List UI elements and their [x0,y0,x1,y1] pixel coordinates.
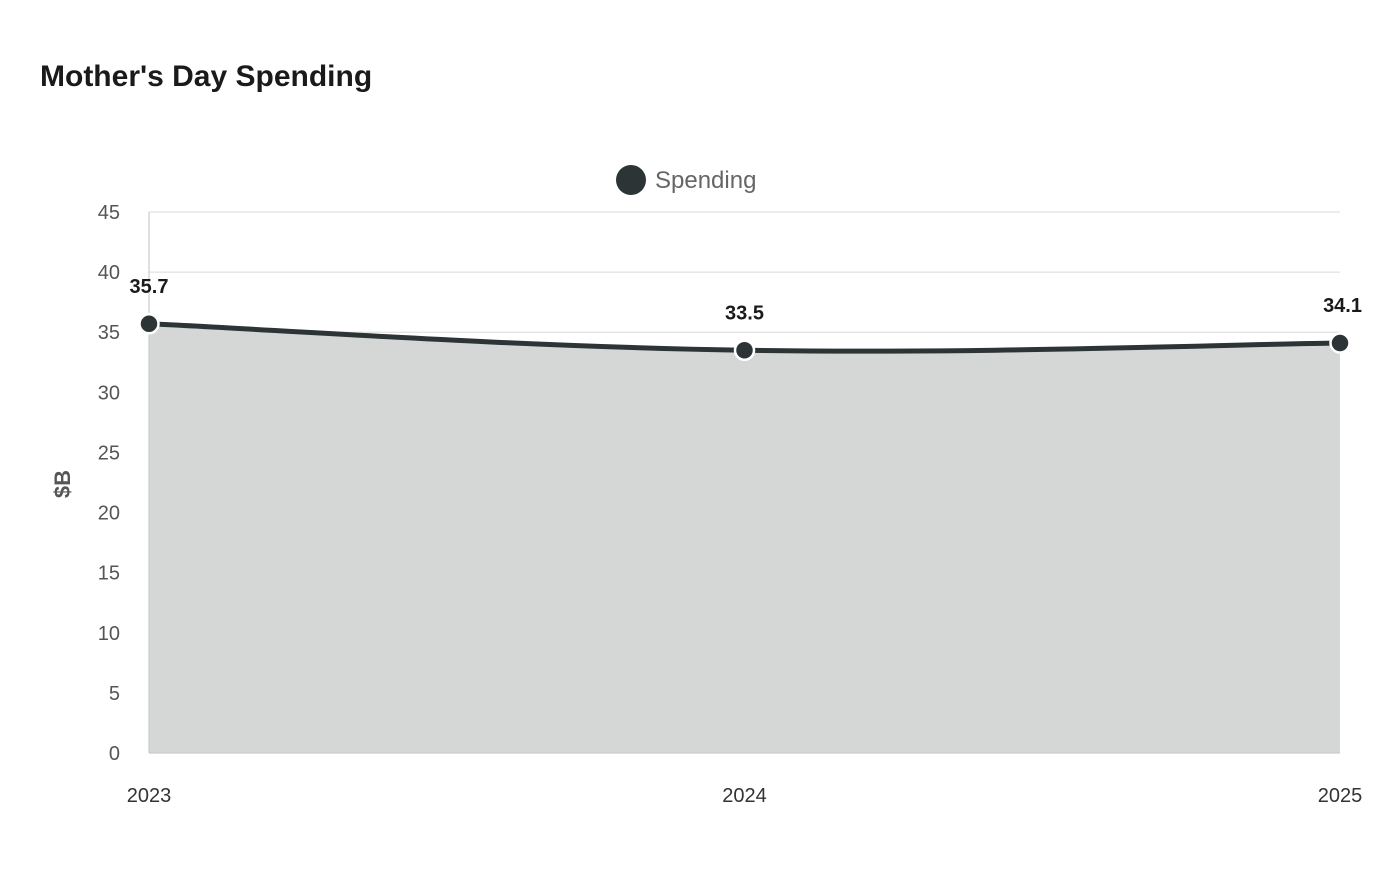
y-tick-label: 0 [109,743,120,765]
chart-title: Mother's Day Spending [40,60,373,93]
data-label: 34.1 [1323,295,1362,317]
y-tick-label: 25 [98,442,120,464]
y-tick-label: 40 [98,262,120,284]
y-tick-label: 15 [98,563,120,585]
y-tick-label: 45 [98,202,120,224]
x-tick-label: 2025 [1318,785,1363,807]
y-axis-title: $B [50,470,75,498]
labels-layer: 35.7 33.5 34.1 [130,276,1362,324]
data-point [138,313,160,335]
y-axis-title-group: $B [50,470,75,498]
data-point [733,339,756,362]
y-tick-label: 5 [109,683,120,705]
legend: Spending [616,165,756,195]
y-tick-label: 10 [98,623,120,645]
area-layer [149,323,1340,753]
y-tick-label: 35 [98,322,120,344]
series-area [149,323,1340,753]
y-tick-label: 20 [98,503,120,525]
legend-marker [616,165,646,195]
y-tick-label: 30 [98,382,120,404]
legend-label: Spending [655,167,756,194]
data-point [1329,332,1351,354]
points-layer [138,313,1351,362]
x-tick-label: 2023 [127,785,172,807]
data-label: 35.7 [130,276,169,298]
data-label: 33.5 [725,302,764,324]
x-tick-label: 2024 [722,785,767,807]
